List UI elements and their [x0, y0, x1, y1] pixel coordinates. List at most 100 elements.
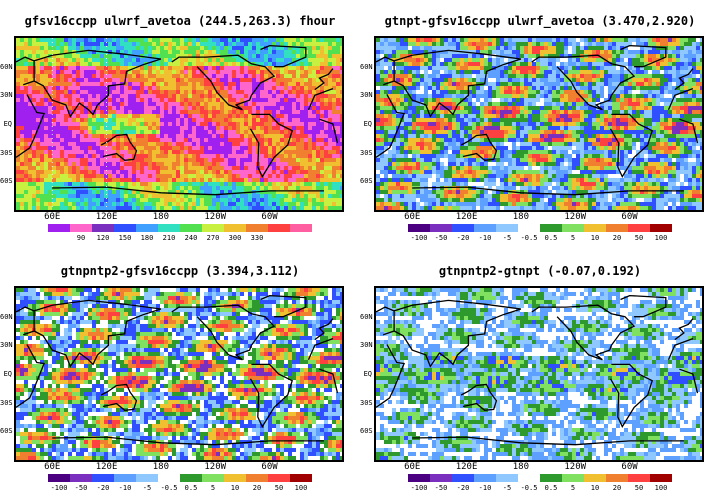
- lon-label: 120E: [455, 462, 478, 472]
- lon-label: 60W: [261, 462, 278, 472]
- lat-label: EQ: [3, 370, 12, 378]
- lat-label: 30S: [0, 398, 13, 407]
- colorbar-label: 50: [634, 484, 644, 492]
- coastline: [33, 49, 162, 118]
- colorbar-swatch: [430, 224, 452, 232]
- colorbar-swatch: [202, 474, 224, 482]
- colorbar-label: 210: [162, 234, 176, 242]
- colorbar-swatch: [268, 474, 290, 482]
- colorbar-swatch: [430, 474, 452, 482]
- panel-title: gtnpntp2-gtnpt (-0.07,0.192): [438, 264, 642, 278]
- colorbar-swatch: [650, 224, 672, 232]
- colorbar-label: 50: [274, 484, 284, 492]
- colorbar-label: -50: [74, 484, 88, 492]
- colorbar-swatch: [92, 224, 114, 232]
- lat-label: 60N: [0, 312, 13, 321]
- colorbar-swatch: [606, 474, 628, 482]
- panel-3: gtnpntp2-gfsv16ccpp (3.394,3.112) 60N 30N…: [0, 250, 360, 500]
- colorbar-label: -0.5: [520, 234, 538, 242]
- colorbar-swatch: [246, 474, 268, 482]
- lat-label: 60S: [0, 177, 13, 186]
- colorbar-label: 120: [96, 234, 110, 242]
- lat-label: EQ: [3, 120, 12, 128]
- coastline: [171, 304, 276, 361]
- coastline: [100, 133, 138, 161]
- colorbar-label: 5: [570, 234, 576, 242]
- colorbar-swatch: [496, 474, 518, 482]
- colorbar-swatch: [290, 224, 312, 232]
- colorbar-swatch: [114, 474, 136, 482]
- coastline: [260, 44, 307, 68]
- coastline: [412, 186, 684, 196]
- colorbar-label: 240: [184, 234, 198, 242]
- map-area: [374, 36, 704, 212]
- lat-label: 30S: [360, 148, 373, 157]
- colorbar-swatch: [540, 224, 562, 232]
- colorbar-label: -50: [434, 234, 448, 242]
- colorbar-label: 10: [230, 484, 240, 492]
- colorbar-swatch: [650, 474, 672, 482]
- map-area: [374, 286, 704, 462]
- colorbar-label: -20: [456, 484, 470, 492]
- colorbar-swatch: [474, 224, 496, 232]
- colorbar-label: -5: [502, 484, 512, 492]
- colorbar-label: -100: [410, 234, 428, 242]
- lat-label: 60N: [360, 62, 373, 71]
- colorbar-swatch: [540, 474, 562, 482]
- lat-label: 60S: [360, 427, 373, 436]
- colorbar-label: -50: [434, 484, 448, 492]
- colorbar-swatch: [224, 474, 246, 482]
- panel-title: gfsv16ccpp ulwrf_avetoa (244.5,263.3) fh…: [24, 14, 336, 28]
- coastline: [531, 304, 636, 361]
- map-area: [14, 286, 344, 462]
- colorbar-label: 180: [140, 234, 154, 242]
- colorbar-swatch: [136, 474, 158, 482]
- coastline: [393, 299, 522, 368]
- colorbar-label: 0.5: [184, 484, 198, 492]
- colorbar-label: 0.5: [544, 484, 558, 492]
- colorbar-label: 90: [76, 234, 86, 242]
- colorbar-swatch: [452, 474, 474, 482]
- panel-2: gtnpt-gfsv16ccpp ulwrf_avetoa (3.470,2.9…: [360, 0, 720, 250]
- colorbar-label: -20: [96, 484, 110, 492]
- colorbar-swatch: [408, 474, 430, 482]
- colorbar-swatch: [70, 224, 92, 232]
- colorbar-swatch: [290, 474, 312, 482]
- colorbar-label: 300: [228, 234, 242, 242]
- coastline: [412, 436, 684, 446]
- coastline: [531, 54, 636, 111]
- map-area: [14, 36, 344, 212]
- colorbar-swatch: [48, 474, 70, 482]
- colorbar-swatch: [114, 224, 136, 232]
- coastline: [16, 87, 339, 158]
- map-field: [16, 38, 342, 210]
- coastline: [249, 113, 293, 178]
- lon-label: 180: [512, 212, 529, 222]
- colorbar-label: 20: [612, 234, 622, 242]
- colorbar-label: 100: [294, 484, 308, 492]
- colorbar-label: 330: [250, 234, 264, 242]
- colorbar-swatch: [452, 224, 474, 232]
- colorbar-label: -20: [456, 234, 470, 242]
- colorbar-swatch: [518, 474, 540, 482]
- coastline: [249, 363, 293, 428]
- colorbar-label: 0.5: [544, 234, 558, 242]
- lon-label: 120E: [95, 462, 118, 472]
- coastline: [376, 337, 699, 408]
- colorbar: [408, 224, 672, 232]
- colorbar-swatch: [92, 474, 114, 482]
- lat-label: 30N: [0, 91, 13, 100]
- coastline: [620, 294, 667, 318]
- colorbar-swatch: [224, 224, 246, 232]
- lon-label: 60W: [261, 212, 278, 222]
- lat-label: EQ: [363, 370, 372, 378]
- colorbar-swatch: [180, 474, 202, 482]
- colorbar-swatch: [628, 224, 650, 232]
- coastline: [376, 87, 699, 158]
- colorbar: [408, 474, 672, 482]
- map-field: [16, 288, 342, 460]
- coastline: [52, 436, 324, 446]
- lon-label: 120W: [204, 462, 227, 472]
- coastline: [393, 49, 522, 118]
- lon-label: 180: [512, 462, 529, 472]
